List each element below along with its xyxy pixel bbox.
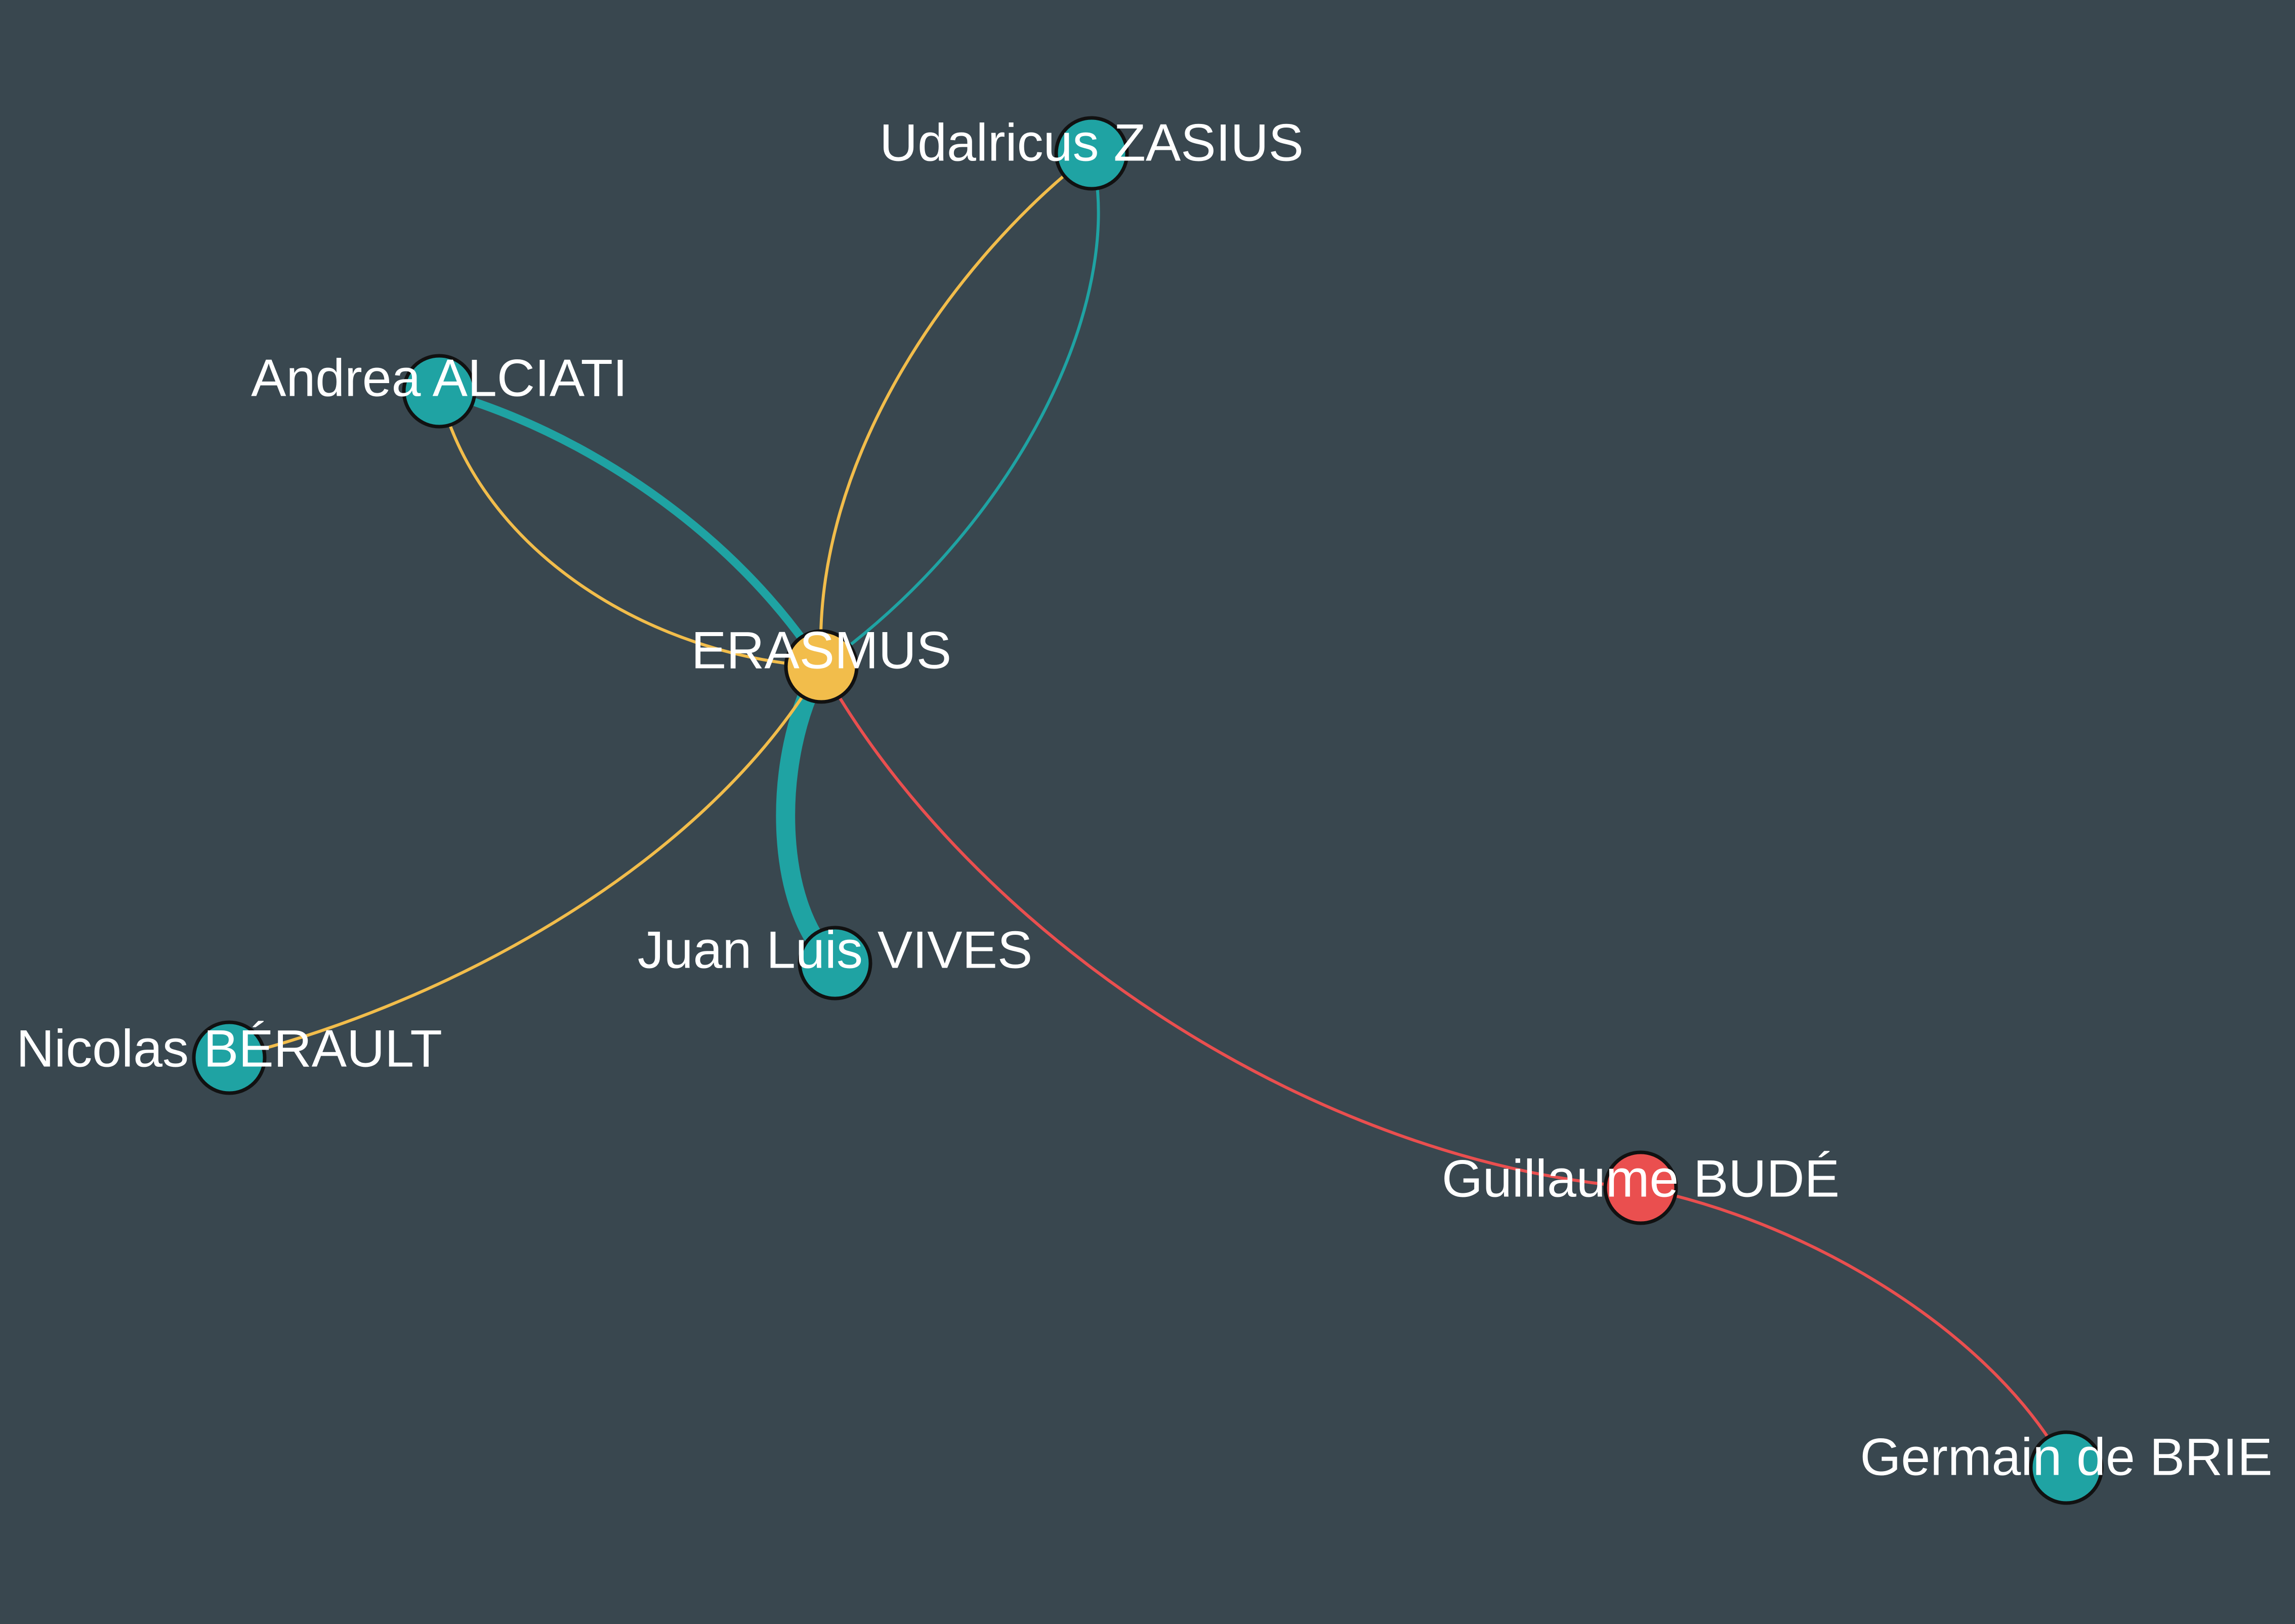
node-label-bude: Guillaume BUDÉ	[1442, 1149, 1840, 1208]
node-bude[interactable]	[1603, 1150, 1678, 1225]
edge-erasmus-bude	[820, 665, 1642, 1189]
edge-erasmus-berault	[228, 665, 823, 1059]
node-alciati[interactable]	[402, 354, 477, 429]
edge-erasmus-alciati	[438, 390, 823, 668]
node-layer: ERASMUS Udalricus ZASIUS Andrea ALCIATI …	[16, 113, 2273, 1505]
node-zasius[interactable]	[1054, 116, 1129, 191]
edge-layer	[228, 152, 2068, 1469]
edge-alciati-erasmus	[435, 387, 826, 671]
node-label-erasmus: ERASMUS	[691, 621, 951, 680]
node-label-berault: Nicolas BÉRAULT	[16, 1019, 442, 1078]
edge-bude-brie	[1639, 1186, 2068, 1469]
node-erasmus[interactable]	[784, 629, 859, 704]
node-label-brie: Germain de BRIE	[1860, 1428, 2273, 1486]
node-label-vives: Juan Luis VIVES	[638, 921, 1032, 979]
node-vives[interactable]	[798, 926, 872, 1001]
node-berault[interactable]	[192, 1020, 267, 1095]
node-label-alciati: Andrea ALCIATI	[251, 349, 628, 407]
node-label-zasius: Udalricus ZASIUS	[880, 113, 1304, 172]
edge-erasmus-zasius	[819, 152, 1093, 668]
node-brie[interactable]	[2029, 1430, 2104, 1505]
edge-zasius-erasmus	[820, 152, 1100, 668]
